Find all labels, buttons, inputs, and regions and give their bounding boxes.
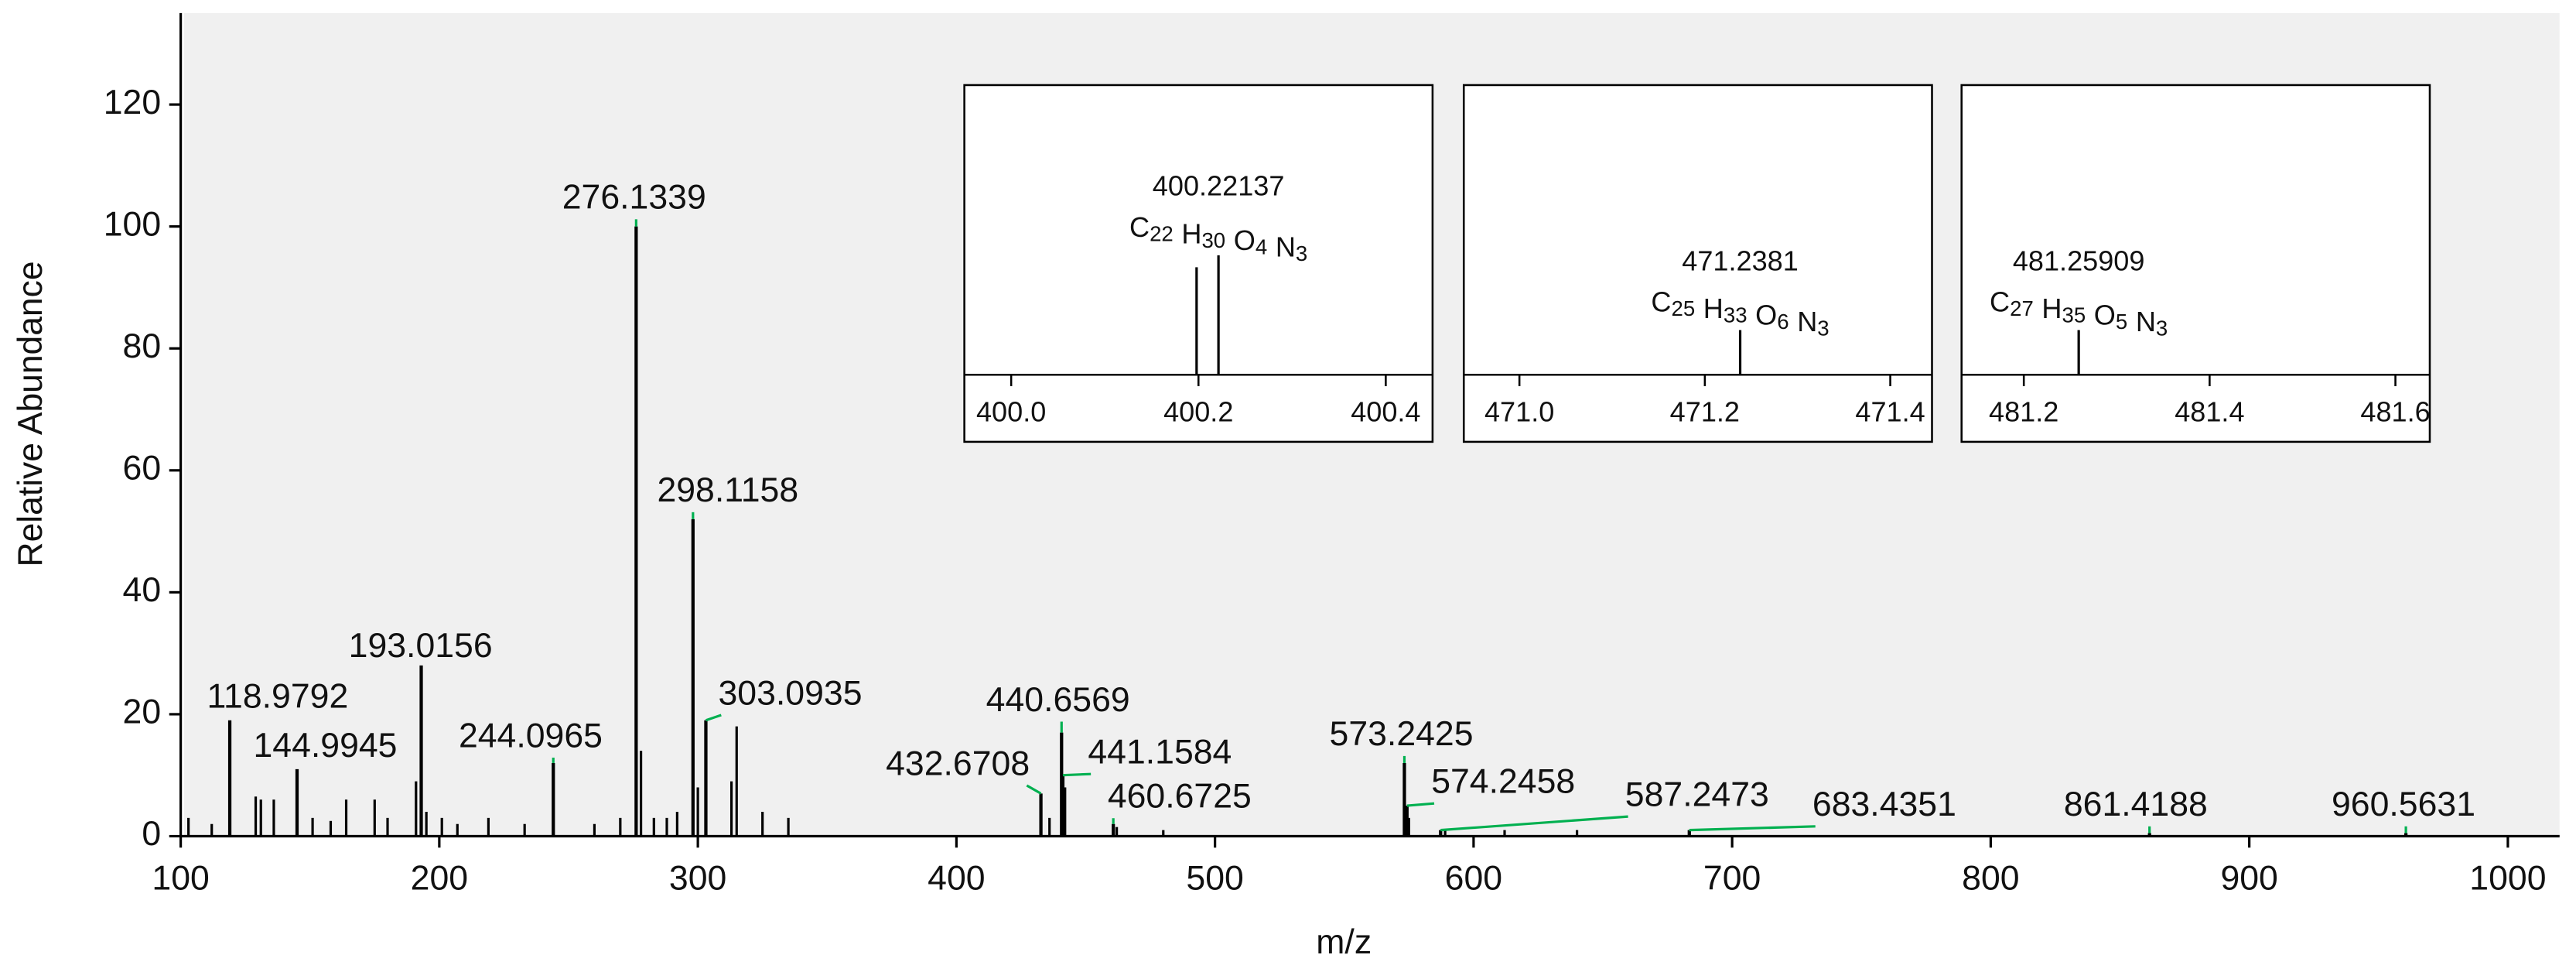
element-count: 27 bbox=[2010, 296, 2034, 320]
inset-peak-label: 400.22137 bbox=[1153, 170, 1285, 202]
element-count: 5 bbox=[2116, 310, 2127, 334]
inset-x-tick-label: 471.4 bbox=[1855, 396, 1925, 428]
peak-label: 683.4351 bbox=[1812, 785, 1956, 823]
element-count: 6 bbox=[1777, 310, 1789, 334]
y-axis-title: Relative Abundance bbox=[12, 261, 50, 566]
peak-label: 587.2473 bbox=[1625, 776, 1769, 814]
element-count: 4 bbox=[1256, 235, 1267, 259]
element-count: 22 bbox=[1150, 222, 1174, 246]
x-tick-label: 900 bbox=[2220, 859, 2277, 897]
element-symbol: H bbox=[2041, 293, 2062, 324]
inset-x-tick-label: 481.6 bbox=[2360, 396, 2430, 428]
x-tick-label: 1000 bbox=[2469, 859, 2546, 897]
inset-x-tick-label: 481.2 bbox=[1989, 396, 2058, 428]
x-tick-label: 300 bbox=[669, 859, 726, 897]
element-symbol: N bbox=[2136, 306, 2156, 337]
y-tick-label: 20 bbox=[123, 693, 162, 731]
inset-x-tick-label: 471.2 bbox=[1670, 396, 1740, 428]
peak-label: 460.6725 bbox=[1108, 778, 1252, 816]
x-tick-label: 500 bbox=[1186, 859, 1243, 897]
inset-x-tick-label: 400.4 bbox=[1351, 396, 1420, 428]
element-symbol: O bbox=[2094, 299, 2116, 330]
label-leader bbox=[1689, 825, 1816, 832]
label-leader bbox=[1406, 802, 1435, 807]
x-tick-label: 700 bbox=[1703, 859, 1761, 897]
element-count: 3 bbox=[1296, 241, 1307, 265]
element-symbol: H bbox=[1181, 217, 1201, 249]
x-tick-label: 100 bbox=[152, 859, 209, 897]
peak-label: 303.0935 bbox=[719, 674, 863, 712]
peak-label: 440.6569 bbox=[986, 681, 1130, 719]
element-symbol: C bbox=[1990, 286, 2010, 317]
formula: C25 H33 O6 N3 bbox=[1651, 286, 1829, 341]
peak-label: 960.5631 bbox=[2332, 785, 2475, 823]
x-axis-title: m/z bbox=[1316, 923, 1372, 961]
peak-label: 193.0156 bbox=[349, 627, 493, 665]
y-tick-label: 0 bbox=[142, 815, 161, 853]
y-tick-label: 60 bbox=[123, 450, 162, 488]
inset-peak-label: 481.25909 bbox=[2013, 245, 2145, 276]
inset-peak-label: 471.2381 bbox=[1682, 245, 1799, 276]
formula: C27 H35 O5 N3 bbox=[1990, 286, 2168, 341]
inset-frame bbox=[963, 84, 1434, 443]
peak-label: 276.1339 bbox=[562, 179, 706, 217]
y-tick-label: 40 bbox=[123, 571, 162, 609]
formula: C22 H30 O4 N3 bbox=[1129, 211, 1307, 266]
element-count: 3 bbox=[1817, 317, 1829, 341]
peak-label: 432.6708 bbox=[886, 744, 1030, 782]
peak-label: 118.9792 bbox=[207, 678, 349, 716]
label-leader bbox=[1062, 772, 1092, 777]
peak-label: 298.1158 bbox=[657, 471, 798, 509]
inset-frame bbox=[1462, 84, 1933, 443]
element-count: 30 bbox=[1201, 228, 1225, 252]
peak-label: 441.1584 bbox=[1088, 734, 1232, 772]
x-tick-label: 200 bbox=[411, 859, 468, 897]
y-tick-label: 80 bbox=[123, 327, 162, 365]
peak-label: 861.4188 bbox=[2064, 785, 2208, 823]
element-symbol: C bbox=[1129, 211, 1150, 243]
y-tick-label: 120 bbox=[104, 84, 161, 122]
element-symbol: C bbox=[1651, 286, 1671, 317]
inset-frame bbox=[1960, 84, 2431, 443]
element-symbol: N bbox=[1276, 231, 1296, 262]
inset-x-tick-label: 400.0 bbox=[976, 396, 1046, 428]
x-tick-label: 600 bbox=[1445, 859, 1502, 897]
x-tick-label: 800 bbox=[1962, 859, 2019, 897]
element-symbol: H bbox=[1703, 293, 1724, 324]
inset-x-tick-label: 471.0 bbox=[1484, 396, 1554, 428]
inset-x-tick-label: 400.2 bbox=[1163, 396, 1233, 428]
label-leader bbox=[1440, 815, 1628, 832]
element-count: 33 bbox=[1724, 303, 1748, 327]
peak-label: 144.9945 bbox=[253, 727, 397, 765]
label-leader bbox=[1026, 784, 1042, 795]
inset-x-tick-label: 481.4 bbox=[2175, 396, 2244, 428]
x-tick-label: 400 bbox=[928, 859, 985, 897]
element-count: 25 bbox=[1671, 296, 1695, 320]
peak-label: 573.2425 bbox=[1330, 715, 1474, 753]
element-count: 3 bbox=[2156, 317, 2168, 341]
peak-label: 244.0965 bbox=[459, 717, 603, 755]
element-symbol: O bbox=[1234, 224, 1256, 255]
element-count: 35 bbox=[2062, 303, 2086, 327]
element-symbol: O bbox=[1755, 299, 1777, 330]
element-symbol: N bbox=[1797, 306, 1817, 337]
label-leader bbox=[705, 714, 722, 722]
peak-label: 574.2458 bbox=[1431, 763, 1575, 801]
y-tick-label: 100 bbox=[104, 205, 161, 243]
